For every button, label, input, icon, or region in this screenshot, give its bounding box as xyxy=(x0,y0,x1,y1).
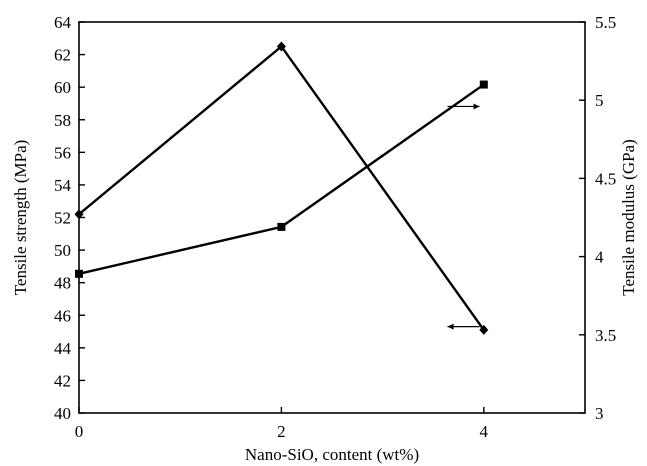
left-tick-label: 60 xyxy=(54,78,71,97)
x-tick-label: 0 xyxy=(75,422,84,441)
x-tick-label: 2 xyxy=(277,422,286,441)
right-tick-label: 4.5 xyxy=(595,169,616,188)
right-tick-label: 5 xyxy=(595,91,604,110)
left-tick-label: 42 xyxy=(54,371,71,390)
arrow-head xyxy=(473,103,480,110)
arrow-head xyxy=(447,323,454,330)
right-tick-label: 5.5 xyxy=(595,13,616,32)
left-tick-label: 52 xyxy=(54,209,71,228)
left-tick-label: 48 xyxy=(54,274,71,293)
right-axis: 3 3.5 4 4.5 5 5.5 xyxy=(579,13,616,423)
left-tick-label: 62 xyxy=(54,46,71,65)
left-tick-label: 54 xyxy=(54,176,72,195)
left-tick-label: 64 xyxy=(54,13,72,32)
series-1-point xyxy=(277,222,286,231)
right-axis-arrow-annotation xyxy=(447,103,480,110)
left-tick-label: 44 xyxy=(54,339,72,358)
right-tick-label: 4 xyxy=(595,248,604,267)
series-0-point xyxy=(74,209,84,220)
left-tick-label: 40 xyxy=(54,404,71,423)
series-0-point xyxy=(276,41,286,52)
left-tick-label: 46 xyxy=(54,306,71,325)
series-0-line xyxy=(78,44,485,331)
series-layer xyxy=(74,41,489,335)
plot-border xyxy=(78,21,586,414)
left-tick-label: 58 xyxy=(54,111,71,130)
plot-frame xyxy=(78,21,586,414)
x-axis-title: Nano-SiO, content (wt%) xyxy=(245,445,419,464)
series-1-point xyxy=(479,80,488,89)
left-tick-label: 56 xyxy=(54,143,71,162)
left-axis-title: Tensile strength (MPa) xyxy=(11,140,30,296)
right-tick-label: 3.5 xyxy=(595,326,616,345)
x-axis: 0 2 4 xyxy=(75,407,489,441)
right-tick-label: 3 xyxy=(595,404,604,423)
left-axis-arrow-annotation xyxy=(447,323,480,330)
series-0-point xyxy=(479,324,489,335)
right-axis-title: Tensile modulus (GPa) xyxy=(619,139,638,296)
series-1-point xyxy=(75,269,83,278)
annotation-layer xyxy=(447,103,480,330)
x-tick-label: 4 xyxy=(480,422,489,441)
left-axis: 40 42 44 46 48 50 52 54 56 58 60 62 64 xyxy=(54,13,85,423)
left-tick-label: 50 xyxy=(54,241,71,260)
